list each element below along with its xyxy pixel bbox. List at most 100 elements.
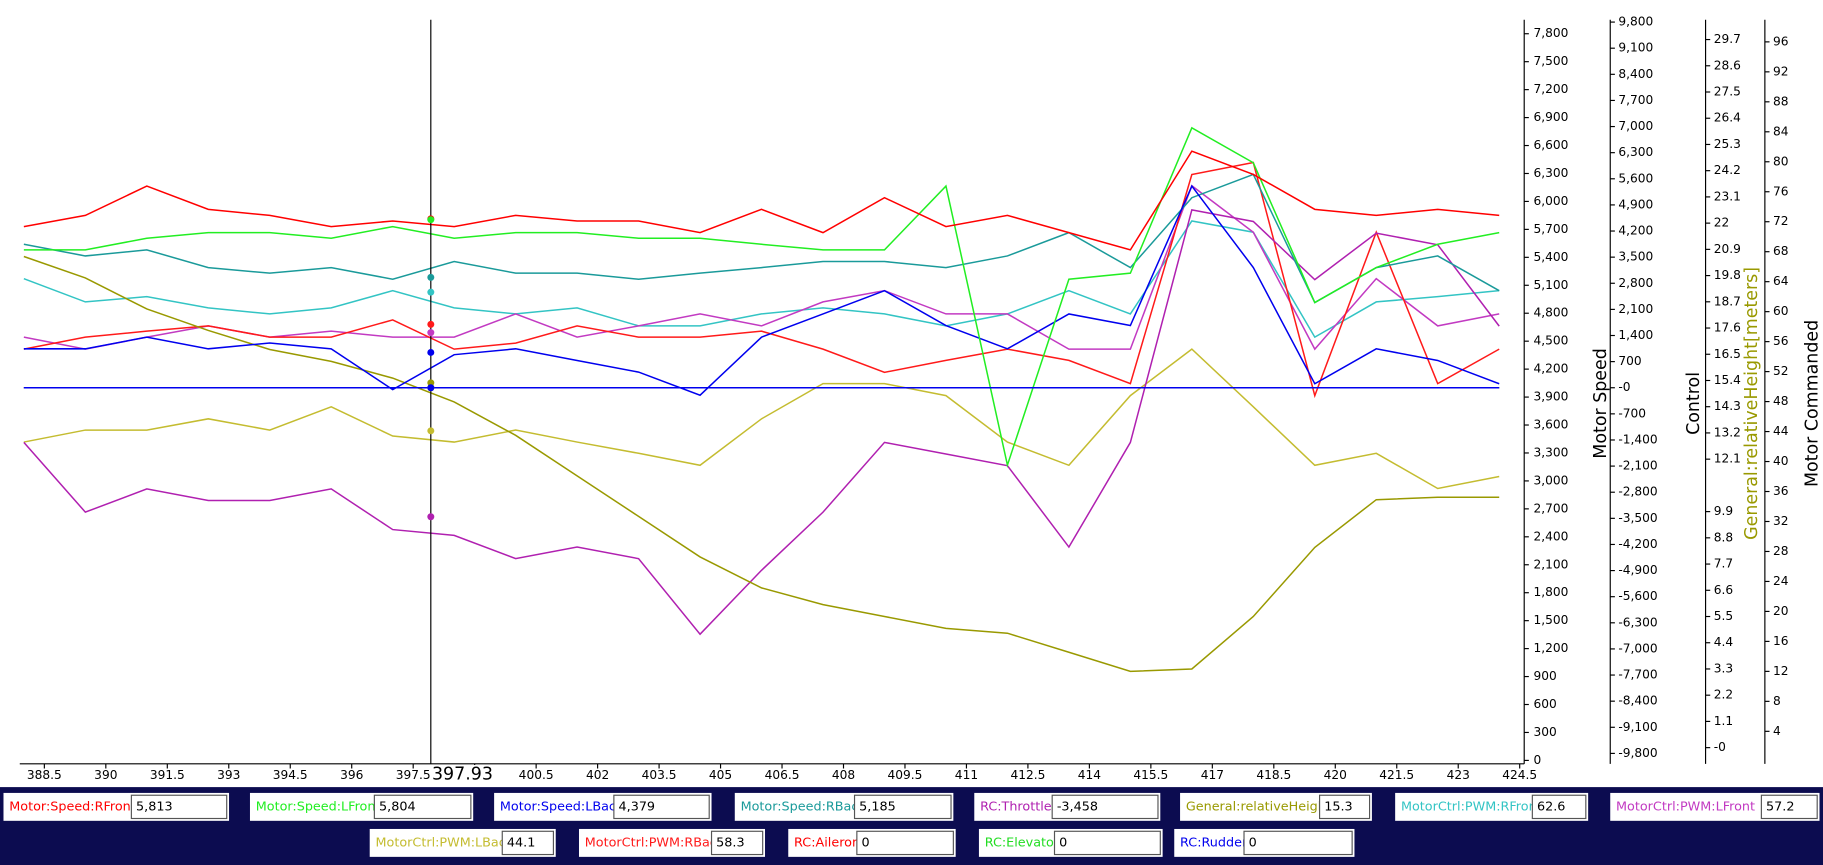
legend-name: RC:Rudder (1180, 835, 1248, 850)
y-tick-label: 5.5 (1714, 609, 1733, 623)
x-tick-label: 403.5 (642, 768, 677, 782)
x-tick-label: 418.5 (1256, 768, 1291, 782)
y-tick-label: 19.8 (1714, 268, 1741, 282)
cursor-dot (427, 288, 435, 296)
y-tick-label: 60 (1773, 304, 1789, 318)
y-tick-label: 7,800 (1534, 26, 1569, 40)
legend-value-box (853, 794, 952, 820)
y-tick-label: 72 (1773, 214, 1789, 228)
legend-value: 4,379 (619, 799, 656, 814)
legend-value: -3,458 (1057, 799, 1098, 814)
cursor-dot (427, 329, 435, 337)
legend-value: 5,804 (379, 799, 416, 814)
legend-value-box (1531, 794, 1587, 820)
y-tick-label: 6,300 (1618, 145, 1653, 159)
legend-value-box (501, 830, 554, 856)
x-tick-label: 390 (94, 768, 117, 782)
y-tick-label: 17.6 (1714, 321, 1741, 335)
x-tick-label: 415.5 (1133, 768, 1168, 782)
cursor-dot (427, 379, 435, 387)
legend-value: 0 (862, 835, 870, 850)
x-tick-label: 411 (955, 768, 978, 782)
y-tick-label: 7,500 (1534, 54, 1569, 68)
y-tick-label: 15.4 (1714, 373, 1741, 387)
y-tick-label: 3,500 (1618, 250, 1653, 264)
y-tick-label: 5,400 (1534, 250, 1569, 264)
legend-value-box (1051, 794, 1159, 820)
y-tick-label: 56 (1773, 334, 1789, 348)
x-tick-label: 409.5 (888, 768, 923, 782)
cursor-dot (427, 427, 435, 435)
series-line (23, 126, 1500, 468)
legend-value: 62.6 (1537, 799, 1565, 814)
y-tick-label: 24 (1773, 574, 1789, 588)
y-tick-label: 36 (1773, 484, 1789, 498)
y-tick-label: 3,600 (1534, 418, 1569, 432)
y-tick-label: 7,700 (1618, 93, 1653, 107)
y-tick-label: 6,300 (1534, 166, 1569, 180)
legend-value-box (710, 830, 764, 856)
legend-value: 57.2 (1766, 799, 1794, 814)
legend-value: 5,185 (859, 799, 896, 814)
series-line (23, 348, 1500, 490)
y-tick-label: 1,200 (1534, 641, 1569, 655)
y-tick-label: 2,100 (1534, 557, 1569, 571)
legend-value-box (130, 794, 228, 820)
y-tick-label: 7,000 (1618, 119, 1653, 133)
y-tick-label: 76 (1773, 184, 1789, 198)
legend-name: MotorCtrl:PWM:RFront (1401, 799, 1542, 814)
cursor-dot (427, 348, 435, 356)
legend-value: 0 (1059, 835, 1067, 850)
x-tick-label: 391.5 (150, 768, 185, 782)
y-tick-label: 700 (1618, 354, 1641, 368)
x-tick-label: 408 (832, 768, 855, 782)
y-tick-label: -0 (1714, 740, 1726, 754)
legend-value-box (1760, 794, 1818, 820)
x-tick-label: 396 (340, 768, 363, 782)
y-tick-label: 13.2 (1714, 425, 1741, 439)
legend-value: 58.3 (716, 835, 744, 850)
x-tick-label: 417 (1201, 768, 1224, 782)
y-tick-label: 2,100 (1618, 302, 1653, 316)
legend-name: Motor:Speed:LBack (500, 799, 624, 814)
y-tick-label: 6,600 (1534, 138, 1569, 152)
y-tick-label: -5,600 (1618, 589, 1657, 603)
y-tick-label: 84 (1773, 124, 1789, 138)
y-tick-label: 23.1 (1714, 189, 1741, 203)
legend-value: 44.1 (507, 835, 535, 850)
y-tick-label: 12.1 (1714, 452, 1741, 466)
y-tick-label: -7,700 (1618, 668, 1657, 682)
series-line (23, 184, 1500, 397)
cursor-dot (427, 216, 435, 224)
y-tick-label: -9,800 (1618, 746, 1657, 760)
legend-name: Motor:Speed:LFront (256, 799, 381, 814)
y-tick-label: 0 (1534, 753, 1542, 767)
y-tick-label: 22 (1714, 216, 1730, 230)
y-tick-label: 7,200 (1534, 82, 1569, 96)
y-tick-label: 25.3 (1714, 137, 1741, 151)
y-tick-label: 68 (1773, 244, 1789, 258)
legend-name: General:relativeHeight (1186, 799, 1331, 814)
plot-background (0, 0, 1823, 787)
y-tick-label: 26.4 (1714, 111, 1741, 125)
legend-value-box (856, 830, 954, 856)
y-tick-label: 1,800 (1534, 585, 1569, 599)
legend-name: RC:Elevator (985, 835, 1060, 850)
x-tick-label: 402 (586, 768, 609, 782)
y-tick-label: -0 (1618, 380, 1630, 394)
y-tick-label: 1,400 (1618, 328, 1653, 342)
legend-value-box (1243, 830, 1353, 856)
cursor-label-bg (430, 765, 494, 784)
y-tick-label: 2,800 (1618, 276, 1653, 290)
y-tick-label: 32 (1773, 514, 1789, 528)
legend-name: MotorCtrl:PWM:LFront (1616, 799, 1755, 814)
y-tick-label: 5,600 (1618, 171, 1653, 185)
y-tick-label: 900 (1534, 669, 1557, 683)
y-tick-label: 20.9 (1714, 242, 1741, 256)
y-tick-label: 40 (1773, 454, 1789, 468)
legend-name: Motor:Speed:RFront (9, 799, 135, 814)
y-tick-label: 600 (1534, 697, 1557, 711)
cursor-label: 397.93 (432, 764, 493, 784)
axis-title: General:relativeHeight[meters] (1742, 267, 1762, 540)
